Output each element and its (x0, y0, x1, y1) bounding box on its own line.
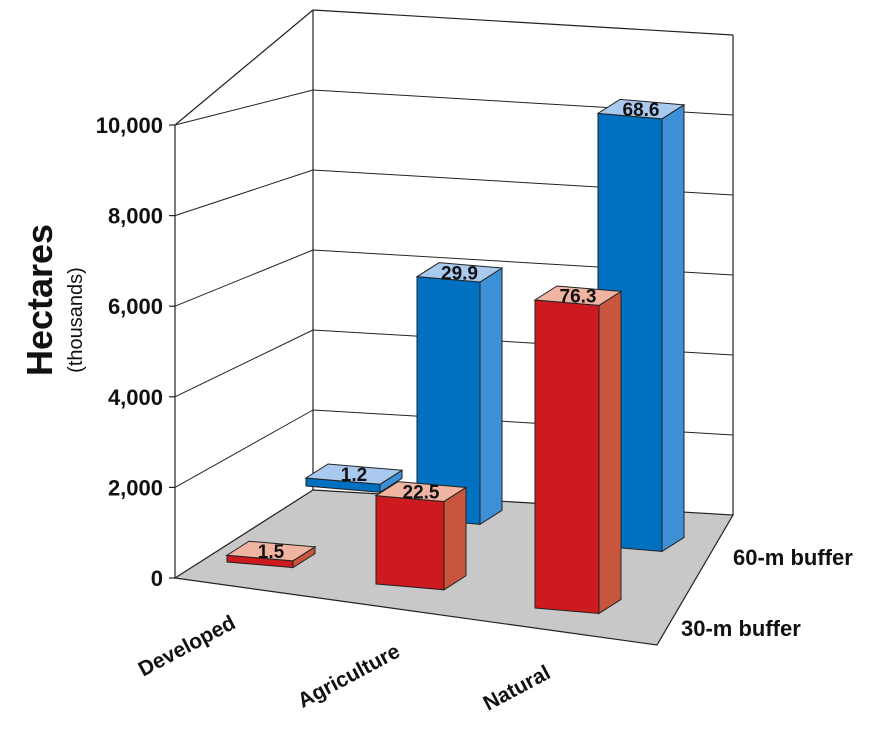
data-label: 22.5 (403, 483, 440, 504)
bar-top-face (225, 540, 317, 562)
bar-top-face (415, 262, 504, 283)
side-gridline (174, 249, 314, 307)
y-tick-label: 2,000 (108, 475, 163, 500)
bar-1-1: 22.5 (374, 481, 468, 591)
bar-1-2: 76.3 (533, 285, 623, 615)
bar-front-face (375, 495, 445, 591)
y-tick-label: 0 (151, 566, 163, 591)
y-axis-title: Hectares (19, 224, 60, 376)
data-label: 29.9 (441, 263, 478, 284)
category-label-agriculture: Agriculture (294, 640, 404, 713)
bar-0-1: 29.9 (415, 262, 504, 526)
series-label-30m: 30-m buffer (681, 616, 801, 641)
bar-side-face (598, 290, 622, 615)
series-label-60m: 60-m buffer (733, 545, 853, 570)
y-tick-label: 10,000 (96, 113, 163, 138)
data-label: 1.5 (258, 542, 285, 563)
bar-side-face (661, 103, 685, 553)
bar-1-0: 1.5 (225, 540, 317, 569)
y-tick-label: 8,000 (108, 204, 163, 229)
data-label: 68.6 (623, 100, 660, 121)
bar-front-face (534, 299, 600, 614)
side-gridline (174, 329, 314, 398)
bar-top-face (596, 98, 686, 120)
category-label-natural: Natural (480, 661, 555, 715)
side-gridline (174, 409, 314, 488)
data-label: 1.2 (341, 465, 367, 486)
side-wall-top-edge (174, 9, 314, 126)
bars: 1.2 29.9 68.6 1.5 22.5 76.3 (225, 98, 686, 615)
side-gridline (174, 89, 314, 126)
y-axis-label: Hectares (19, 224, 60, 376)
y-tick-label: 6,000 (108, 294, 163, 319)
y-tick-label: 4,000 (108, 385, 163, 410)
bar-side-face (479, 267, 503, 526)
y-axis-ticks: 0 2,000 4,000 6,000 8,000 10,000 (96, 113, 175, 591)
category-label-developed: Developed (135, 611, 240, 681)
y-axis-subtitle: (thousands) (65, 267, 87, 373)
back-wall-top-edge (312, 9, 734, 36)
bar-top-face (374, 481, 468, 502)
bar-side-face (443, 486, 467, 591)
data-label: 76.3 (560, 287, 597, 308)
bar-top-face (533, 285, 623, 306)
side-gridline (174, 169, 314, 217)
bar-0-0: 1.2 (304, 463, 404, 494)
bar-top-face (304, 463, 404, 485)
side-wall-grid (174, 9, 314, 578)
back-wall-grid (312, 9, 734, 515)
y-axis-sublabel: (thousands) (65, 267, 87, 373)
